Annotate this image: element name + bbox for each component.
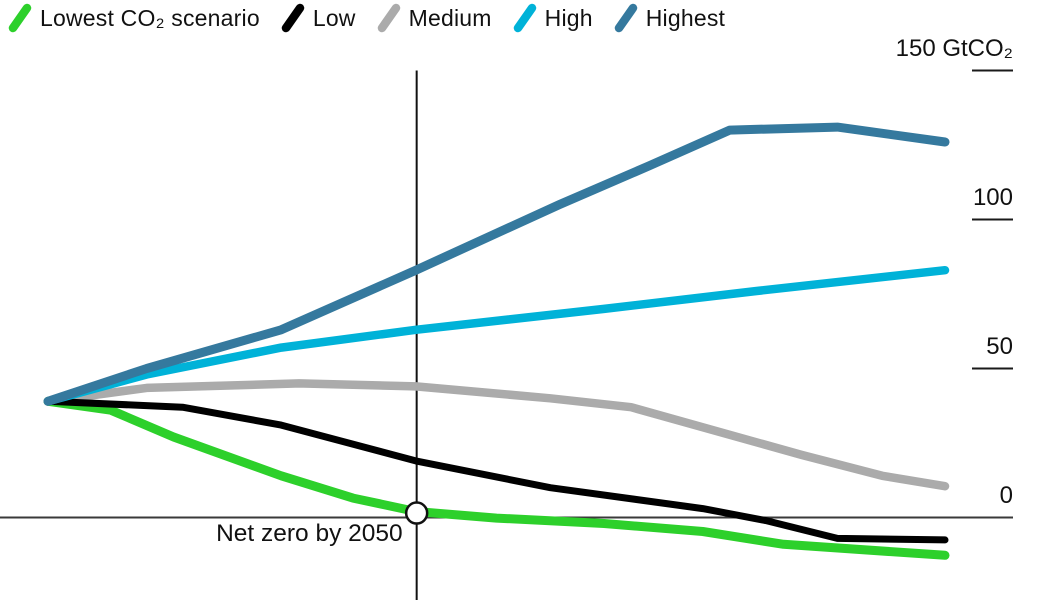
y-tick-label: 150 GtCO₂: [896, 35, 1013, 62]
legend-label: Highest: [645, 4, 726, 31]
y-tick-label: 0: [1000, 482, 1013, 509]
y-axis-ticks: 150 GtCO₂ 100 50 0: [896, 35, 1013, 509]
legend-item-lowest-co-scenario: Lowest CO₂ scenario: [8, 2, 260, 34]
net-zero-marker: [404, 501, 429, 525]
y-tick-label: 50: [986, 333, 1013, 360]
legend-label: High: [544, 4, 593, 31]
series-line-highest: [43, 122, 950, 406]
legend-label: Medium: [408, 4, 492, 31]
legend-swatch-icon: [8, 3, 32, 33]
series-line-low: [44, 397, 949, 544]
series-line-high: [43, 265, 950, 406]
legend-swatch-icon: [281, 3, 305, 33]
legend-label: Lowest CO₂ scenario: [40, 4, 260, 31]
legend-item-highest: Highest: [614, 2, 725, 34]
series-line-medium: [43, 379, 950, 491]
legend: Lowest CO₂ scenario Low Medium High Highest: [8, 0, 725, 36]
y-tick-label: 100: [973, 184, 1013, 211]
legend-item-high: High: [513, 2, 593, 34]
legend-swatch-icon: [614, 3, 637, 33]
legend-swatch-icon: [377, 3, 400, 33]
net-zero-label: Net zero by 2050: [216, 520, 403, 547]
legend-item-low: Low: [281, 2, 356, 34]
legend-swatch-icon: [513, 3, 536, 33]
legend-item-medium: Medium: [377, 2, 492, 34]
legend-label: Low: [312, 4, 356, 31]
